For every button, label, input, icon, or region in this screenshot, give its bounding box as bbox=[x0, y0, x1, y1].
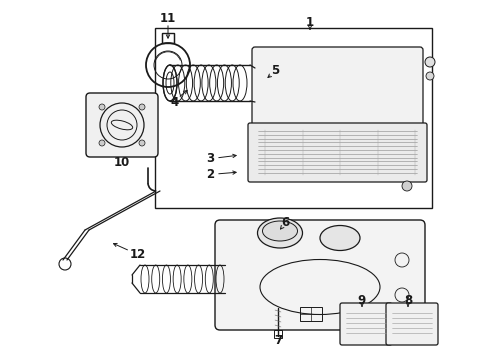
Circle shape bbox=[425, 57, 435, 67]
Bar bbox=[300, 307, 322, 321]
Bar bbox=[274, 330, 282, 338]
Text: 12: 12 bbox=[130, 248, 146, 261]
Circle shape bbox=[139, 140, 145, 146]
Ellipse shape bbox=[263, 221, 297, 241]
Circle shape bbox=[139, 104, 145, 110]
Text: 9: 9 bbox=[358, 293, 366, 306]
Text: 3: 3 bbox=[206, 152, 214, 165]
Bar bbox=[162, 33, 174, 43]
Text: 7: 7 bbox=[274, 333, 282, 346]
Text: 10: 10 bbox=[114, 156, 130, 168]
Bar bbox=[155, 28, 432, 208]
Text: 5: 5 bbox=[271, 63, 279, 77]
Text: 8: 8 bbox=[404, 293, 412, 306]
Circle shape bbox=[426, 72, 434, 80]
FancyBboxPatch shape bbox=[386, 303, 438, 345]
Text: 4: 4 bbox=[171, 95, 179, 108]
FancyBboxPatch shape bbox=[215, 220, 425, 330]
FancyBboxPatch shape bbox=[340, 303, 392, 345]
Ellipse shape bbox=[258, 218, 302, 248]
Circle shape bbox=[99, 140, 105, 146]
Circle shape bbox=[402, 181, 412, 191]
Text: 1: 1 bbox=[306, 15, 314, 28]
FancyBboxPatch shape bbox=[248, 123, 427, 182]
Circle shape bbox=[99, 104, 105, 110]
Ellipse shape bbox=[320, 225, 360, 251]
FancyBboxPatch shape bbox=[86, 93, 158, 157]
Text: 11: 11 bbox=[160, 12, 176, 24]
FancyBboxPatch shape bbox=[252, 47, 423, 128]
Text: 2: 2 bbox=[206, 167, 214, 180]
Text: 6: 6 bbox=[281, 216, 289, 229]
